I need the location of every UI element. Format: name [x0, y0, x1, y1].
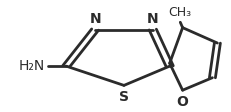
Text: N: N — [147, 12, 159, 26]
Text: N: N — [89, 12, 101, 26]
Text: S: S — [119, 90, 129, 104]
Text: CH₃: CH₃ — [169, 6, 192, 19]
Text: H₂N: H₂N — [18, 59, 45, 73]
Text: O: O — [177, 95, 188, 109]
